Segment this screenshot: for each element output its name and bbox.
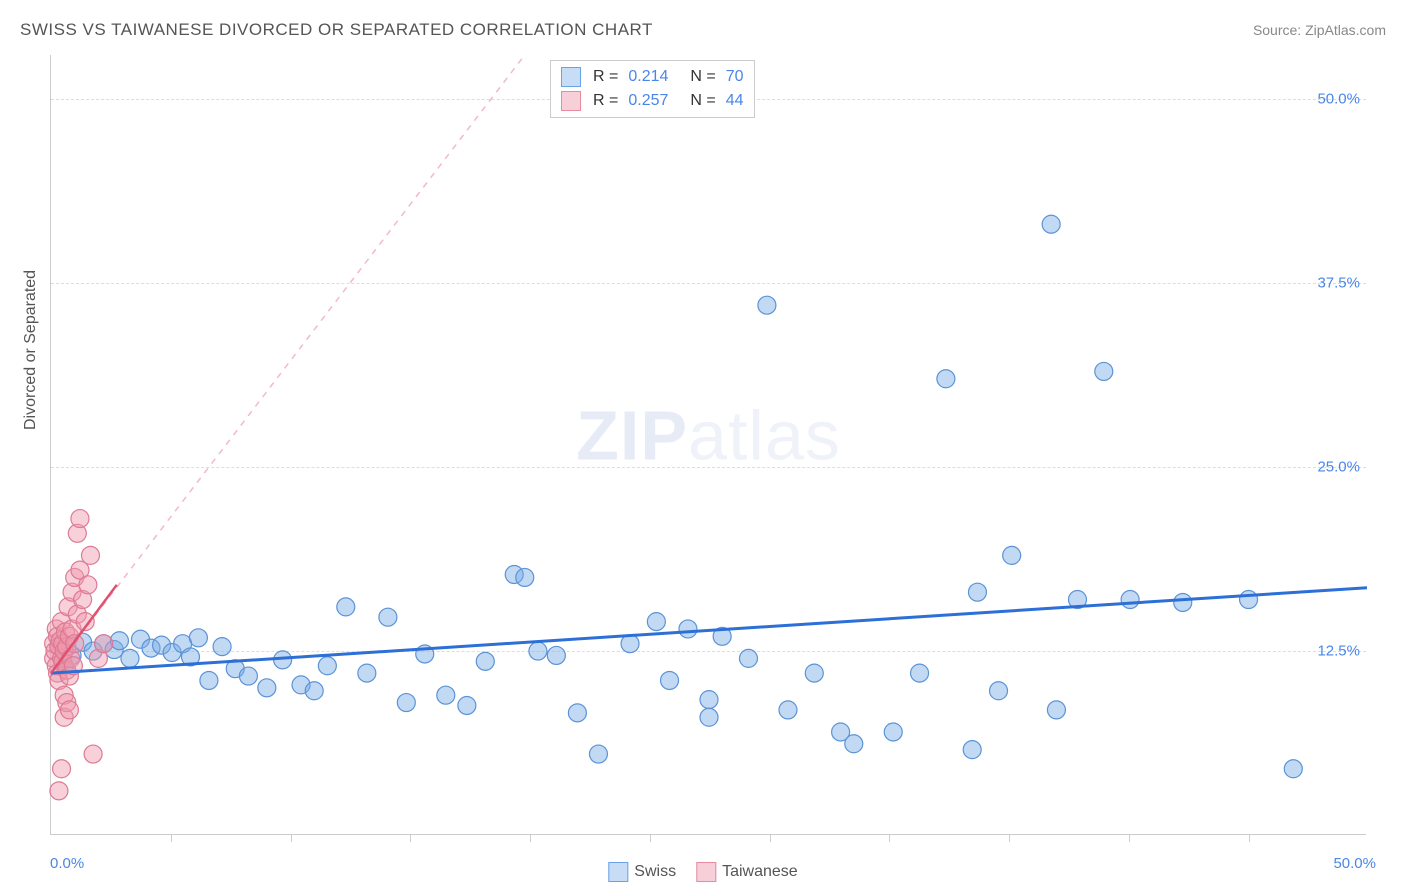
- legend-series-item: Swiss: [608, 862, 676, 882]
- legend-stat-row: R = 0.257 N = 44: [561, 89, 744, 113]
- x-tick: [650, 834, 651, 842]
- legend-r-value: 0.214: [628, 68, 668, 86]
- x-tick: [1129, 834, 1130, 842]
- chart-plot-area: ZIPatlas 12.5%25.0%37.5%50.0%: [50, 55, 1366, 835]
- legend-stat-row: R = 0.214 N = 70: [561, 65, 744, 89]
- x-tick: [889, 834, 890, 842]
- legend-swatch: [561, 91, 581, 111]
- x-axis-min-label: 0.0%: [50, 855, 84, 872]
- legend-r-value: 0.257: [628, 92, 668, 110]
- legend-n-label: N =: [690, 92, 715, 110]
- x-tick: [530, 834, 531, 842]
- chart-title: SWISS VS TAIWANESE DIVORCED OR SEPARATED…: [20, 20, 653, 40]
- chart-svg: [51, 55, 1366, 834]
- legend-swatch: [608, 862, 628, 882]
- legend-series-label: Swiss: [634, 863, 676, 881]
- x-axis-max-label: 50.0%: [1333, 855, 1376, 872]
- chart-source: Source: ZipAtlas.com: [1253, 22, 1386, 38]
- legend-n-label: N =: [690, 68, 715, 86]
- legend-stats: R = 0.214 N = 70 R = 0.257 N = 44: [550, 60, 755, 118]
- legend-n-value: 70: [726, 68, 744, 86]
- x-tick: [770, 834, 771, 842]
- legend-swatch: [561, 67, 581, 87]
- x-tick: [1249, 834, 1250, 842]
- x-tick: [410, 834, 411, 842]
- legend-n-value: 44: [726, 92, 744, 110]
- legend-series: Swiss Taiwanese: [608, 862, 797, 882]
- x-tick: [1009, 834, 1010, 842]
- legend-r-label: R =: [593, 92, 618, 110]
- legend-series-item: Taiwanese: [696, 862, 798, 882]
- y-axis-title: Divorced or Separated: [22, 270, 40, 430]
- legend-swatch: [696, 862, 716, 882]
- legend-r-label: R =: [593, 68, 618, 86]
- x-tick: [171, 834, 172, 842]
- x-tick: [291, 834, 292, 842]
- legend-series-label: Taiwanese: [722, 863, 798, 881]
